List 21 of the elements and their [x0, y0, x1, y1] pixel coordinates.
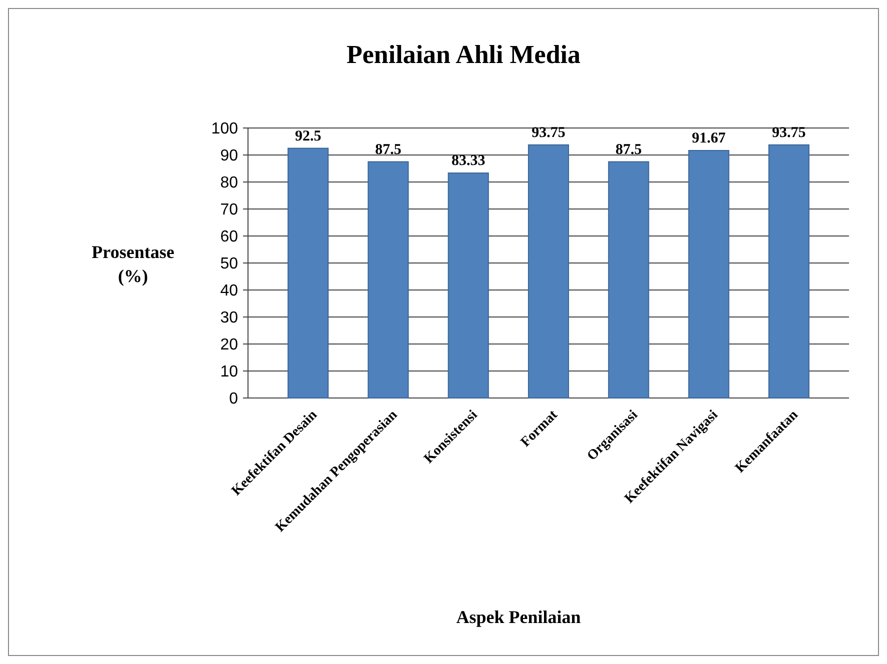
data-label: 87.5: [375, 142, 402, 158]
y-axis-title: Prosentase (%): [92, 242, 174, 286]
y-tick-label: 70: [220, 202, 238, 219]
y-tick-label: 10: [220, 364, 238, 381]
data-label: 83.33: [451, 153, 486, 170]
y-tick-label: 40: [220, 282, 238, 300]
x-axis-title: Aspek Penilaian: [456, 607, 581, 627]
y-tick-label: 30: [220, 310, 238, 327]
y-tick-label: 90: [220, 148, 238, 165]
data-label: 93.75: [772, 124, 806, 141]
chart-title: Penilaian Ahli Media: [346, 40, 581, 69]
y-tick-label: 0: [229, 390, 238, 408]
data-label: 87.5: [616, 142, 642, 158]
y-tick-label: 60: [220, 228, 238, 246]
y-tick-label: 80: [220, 174, 238, 192]
data-label: 91.67: [692, 130, 726, 146]
data-label: 92.5: [294, 128, 322, 144]
y-tick-label: 100: [211, 120, 238, 138]
y-tick-label: 20: [220, 336, 238, 354]
y-tick-label: 50: [220, 256, 238, 273]
data-label: 93.75: [532, 124, 566, 141]
